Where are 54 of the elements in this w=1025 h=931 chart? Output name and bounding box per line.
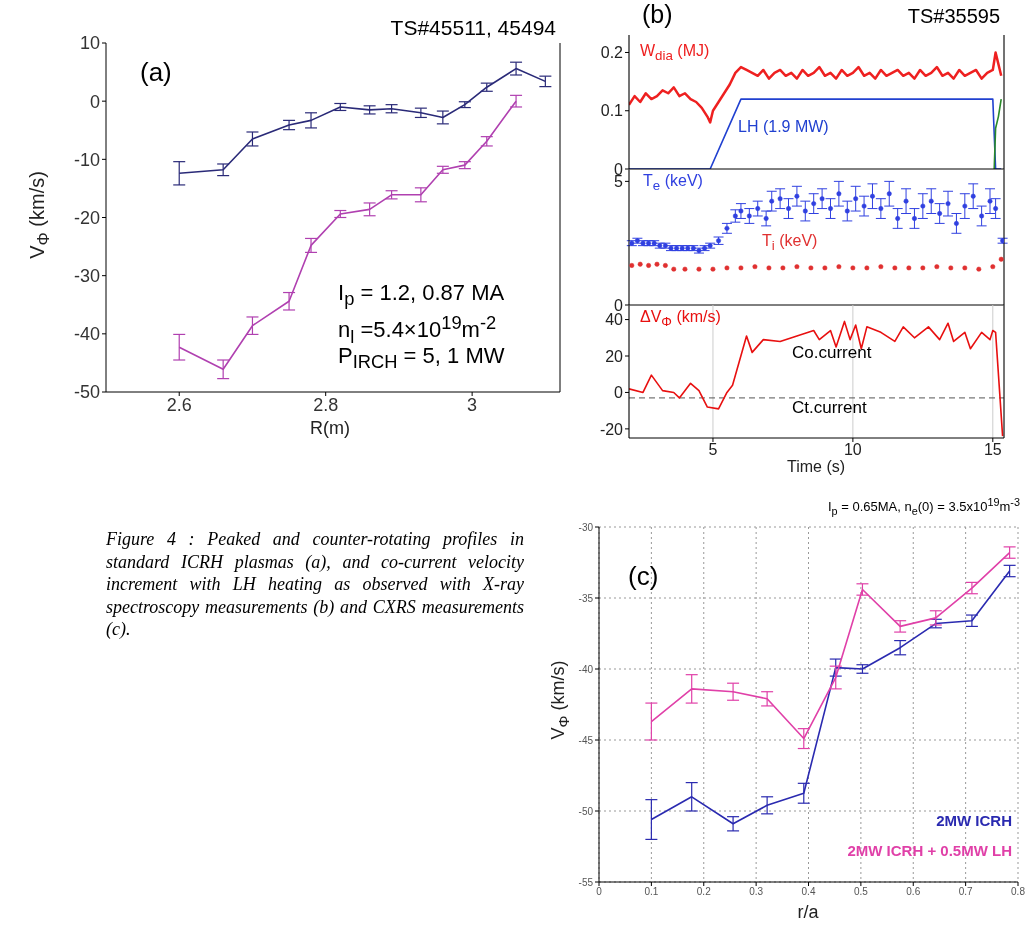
y-tick-label: 0 bbox=[89, 91, 100, 112]
x-tick-label: 10 bbox=[843, 441, 862, 459]
chart-title: I$_{p}$ = 0.65MA, n$_{e}$(0) = 3.5x10$^{19}$m$^{-3}$ bbox=[827, 496, 1020, 518]
annotation: (c) bbox=[628, 561, 659, 592]
y-tick-label: -45 bbox=[578, 734, 594, 746]
y-tick-label: -50 bbox=[578, 805, 594, 817]
y-tick-label: -30 bbox=[578, 521, 594, 533]
text: 2MW ICRH bbox=[936, 812, 1012, 830]
x-tick-label: 0.3 bbox=[749, 886, 764, 898]
x-tick-label: 3 bbox=[467, 394, 478, 415]
annotation: Ct.current bbox=[792, 398, 867, 418]
text: TS#35595 bbox=[907, 5, 1000, 28]
text: T$_{e}$ (keV) bbox=[643, 172, 703, 194]
x-axis-title: R(m) bbox=[310, 418, 350, 439]
x-tick-label: 0.2 bbox=[696, 886, 712, 898]
caption: Figure 4 : Peaked and counter-rotating profiles in standard ICRH plasmas (a), and co-current velocity increment with LH heating as observed with X-ray spectroscopy measurements (b) and CXRS measurements (c). bbox=[106, 528, 524, 641]
y-tick-label: 10 bbox=[79, 33, 100, 54]
x-tick-label: 15 bbox=[983, 441, 1002, 459]
y-tick-label: -40 bbox=[578, 663, 594, 675]
x-tick-label: 5 bbox=[708, 441, 718, 459]
x-tick-label: 0.6 bbox=[906, 886, 921, 898]
y-tick-label: -20 bbox=[599, 420, 624, 438]
text: (b) bbox=[642, 0, 673, 29]
x-axis-title: Time (s) bbox=[786, 458, 846, 477]
y-tick-label: -30 bbox=[73, 266, 100, 287]
y-tick-label: 0.1 bbox=[600, 102, 624, 120]
y-tick-label: 40 bbox=[605, 311, 624, 329]
series-label: W$_{dia}$ (MJ) bbox=[640, 42, 710, 64]
x-tick-label: 0.4 bbox=[801, 886, 816, 898]
x-tick-label: 0.5 bbox=[853, 886, 869, 898]
x-tick-label: 0.7 bbox=[958, 886, 974, 898]
annotation: I$_{p}$ = 1.2, 0.87 MA bbox=[338, 280, 505, 310]
x-axis-title: r/a bbox=[797, 902, 819, 923]
text: T$_{i}$ (keV) bbox=[762, 232, 818, 254]
y-tick-label: -50 bbox=[73, 382, 100, 403]
y-tick-label: -10 bbox=[73, 149, 100, 170]
x-tick-label: 2.6 bbox=[166, 394, 192, 415]
text: TS#45511, 45494 bbox=[390, 16, 556, 41]
y-tick-label: 0.2 bbox=[600, 44, 624, 62]
series-label: LH (1.9 MW) bbox=[738, 118, 829, 137]
x-tick-label: 0.1 bbox=[644, 886, 659, 898]
y-tick-label: -20 bbox=[73, 207, 100, 228]
y-tick-label: -55 bbox=[578, 876, 594, 888]
y-tick-label: 5 bbox=[614, 173, 624, 191]
series-label: ΔV$_{Φ}$ (km/s) bbox=[640, 308, 721, 330]
y-tick-label: 0 bbox=[614, 296, 624, 314]
y-tick-label: -35 bbox=[578, 592, 594, 604]
annotation: (a) bbox=[140, 57, 172, 88]
x-tick-label: 0.8 bbox=[1011, 886, 1025, 898]
y-tick-label: 20 bbox=[605, 347, 624, 365]
annotation: Co.current bbox=[792, 343, 872, 363]
text: 2MW ICRH + 0.5MW LH bbox=[847, 842, 1012, 860]
y-tick-label: -40 bbox=[73, 324, 100, 345]
x-tick-label: 2.8 bbox=[313, 394, 339, 415]
